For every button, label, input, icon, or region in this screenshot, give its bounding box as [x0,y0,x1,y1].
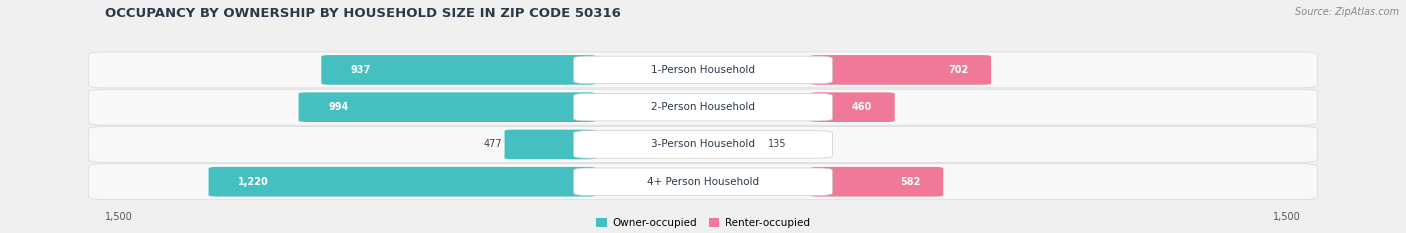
Text: Source: ZipAtlas.com: Source: ZipAtlas.com [1295,7,1399,17]
Text: OCCUPANCY BY OWNERSHIP BY HOUSEHOLD SIZE IN ZIP CODE 50316: OCCUPANCY BY OWNERSHIP BY HOUSEHOLD SIZE… [105,7,621,20]
FancyBboxPatch shape [810,92,894,122]
FancyBboxPatch shape [574,93,832,121]
Text: 994: 994 [328,102,349,112]
Text: 477: 477 [484,140,502,149]
Text: 4+ Person Household: 4+ Person Household [647,177,759,187]
FancyBboxPatch shape [89,164,1317,200]
FancyBboxPatch shape [810,167,943,197]
FancyBboxPatch shape [810,55,991,85]
Legend: Owner-occupied, Renter-occupied: Owner-occupied, Renter-occupied [596,218,810,228]
Text: 702: 702 [948,65,969,75]
Text: 1-Person Household: 1-Person Household [651,65,755,75]
Text: 135: 135 [768,140,786,149]
FancyBboxPatch shape [574,131,832,158]
FancyBboxPatch shape [208,167,596,197]
FancyBboxPatch shape [574,56,832,84]
Text: 582: 582 [900,177,921,187]
FancyBboxPatch shape [89,52,1317,88]
Text: 1,500: 1,500 [1272,212,1301,222]
FancyBboxPatch shape [89,127,1317,162]
Text: 1,500: 1,500 [105,212,134,222]
Text: 2-Person Household: 2-Person Household [651,102,755,112]
Text: 3-Person Household: 3-Person Household [651,140,755,149]
FancyBboxPatch shape [298,92,596,122]
Text: 460: 460 [852,102,872,112]
FancyBboxPatch shape [505,130,596,159]
Text: 1,220: 1,220 [238,177,269,187]
FancyBboxPatch shape [574,168,832,195]
FancyBboxPatch shape [89,89,1317,125]
Text: 937: 937 [352,65,371,75]
FancyBboxPatch shape [322,55,596,85]
